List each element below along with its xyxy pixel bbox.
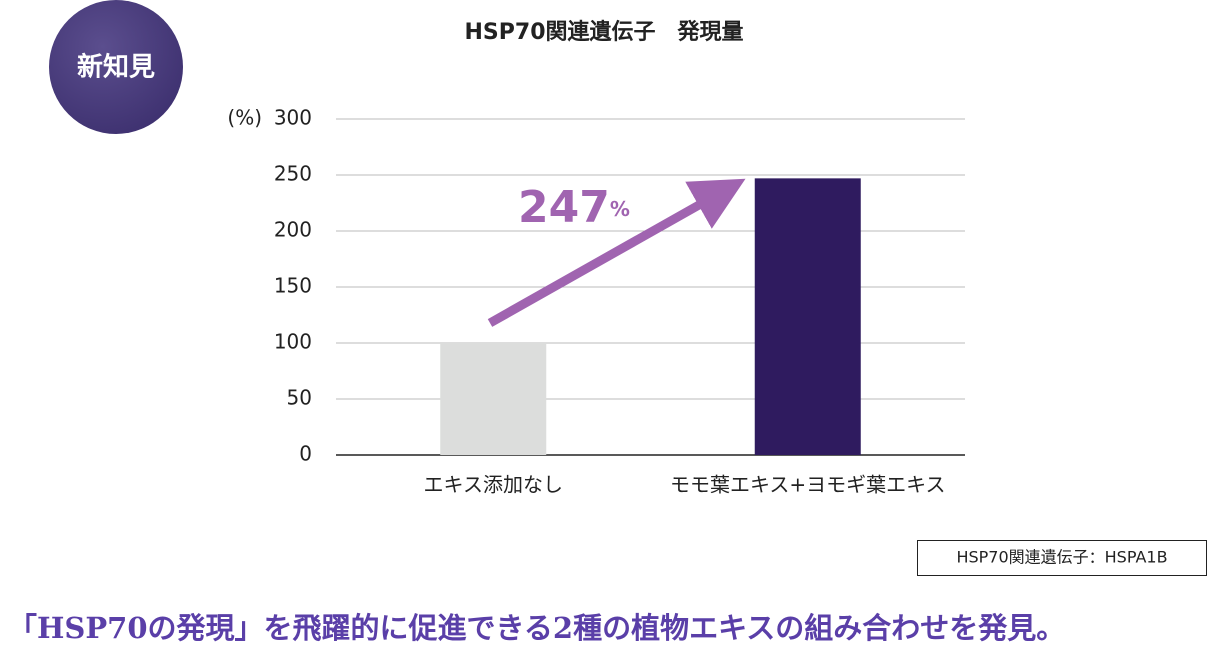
- x-tick-label: エキス添加なし: [424, 473, 563, 497]
- arrow: [487, 178, 746, 327]
- bar: [440, 343, 547, 455]
- y-tick-label: 300: [274, 106, 312, 130]
- y-tick-label: 150: [274, 274, 312, 298]
- y-tick-label: 50: [287, 386, 312, 410]
- annotation-number: 247: [518, 182, 610, 233]
- badge-text: 新知見: [77, 52, 155, 83]
- annotation-unit: %: [610, 197, 630, 221]
- y-tick-label: 100: [274, 330, 312, 354]
- note-box: [917, 540, 1207, 576]
- y-tick-label: 250: [274, 162, 312, 186]
- footer: 「HSP70の発現」を飛躍的に促進できる2種の植物エキスの組み合わせを発見。: [8, 611, 1065, 645]
- bar: [754, 178, 861, 456]
- badge: [49, 0, 183, 134]
- y-tick-label: 200: [274, 218, 312, 242]
- annotation: 247%: [518, 182, 630, 233]
- chart-title: HSP70関連遺伝子 発現量: [465, 20, 744, 45]
- x-tick-label: モモ葉エキス+ヨモギ葉エキス: [670, 473, 946, 497]
- y-axis-label: (%): [227, 106, 262, 130]
- y-tick-label: 0: [299, 442, 312, 466]
- note: HSP70関連遺伝子：HSPA1B: [956, 548, 1167, 567]
